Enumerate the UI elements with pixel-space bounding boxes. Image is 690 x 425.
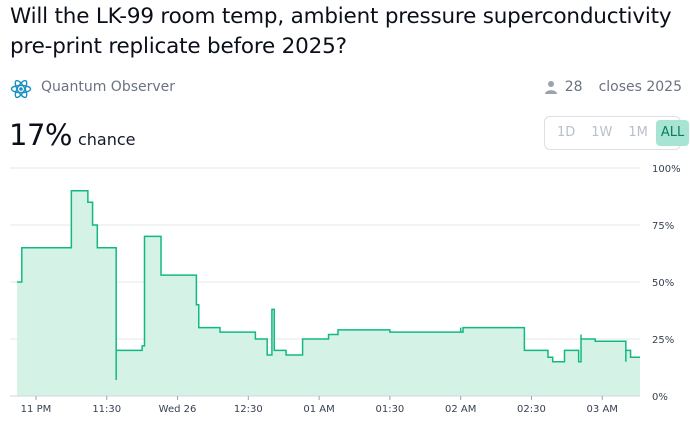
creator-name[interactable]: Quantum Observer xyxy=(41,79,176,95)
user-icon xyxy=(544,81,557,94)
x-tick-label: 11:30 xyxy=(92,404,121,415)
atom-icon[interactable] xyxy=(10,78,32,100)
range-1w-button[interactable]: 1W xyxy=(591,125,613,140)
range-1d-button[interactable]: 1D xyxy=(557,125,576,140)
market-stats: 28 closes 2025 xyxy=(544,79,682,95)
x-tick-label: 11 PM xyxy=(21,404,52,415)
close-date: closes 2025 xyxy=(598,79,682,95)
range-1m-button[interactable]: 1M xyxy=(628,125,648,140)
time-range-selector: 1D 1W 1M ALL xyxy=(544,116,690,150)
y-tick-label: 0% xyxy=(652,392,668,403)
x-tick-label: 02:30 xyxy=(517,404,546,415)
probability-value: 17% xyxy=(9,118,72,152)
market-meta: Quantum Observer 28 closes 2025 xyxy=(10,78,682,100)
x-tick-label: 01 AM xyxy=(303,404,334,415)
probability-chart[interactable]: 100% 75% 50% 25% 0% 11 PM 11:30 Wed 26 12:30 01 … xyxy=(0,160,690,425)
y-tick-label: 50% xyxy=(652,278,674,289)
probability-display: 17% chance xyxy=(9,118,136,152)
market-title: Will the LK-99 room temp, ambient pressu… xyxy=(10,4,672,59)
y-tick-label: 100% xyxy=(652,164,681,175)
x-axis: 11 PM 11:30 Wed 26 12:30 01 AM 01:30 02 AM 02:3… xyxy=(10,395,640,415)
probability-label: chance xyxy=(77,130,136,149)
series-area xyxy=(17,190,640,396)
x-tick-label: 02 AM xyxy=(445,404,476,415)
traders-count: 28 xyxy=(564,79,583,95)
x-tick-label: Wed 26 xyxy=(159,404,197,415)
y-axis: 100% 75% 50% 25% 0% xyxy=(652,164,681,403)
range-all-button[interactable]: ALL xyxy=(655,120,690,146)
chart-area xyxy=(17,190,640,396)
y-tick-label: 25% xyxy=(652,335,674,346)
x-tick-label: 12:30 xyxy=(234,404,263,415)
x-tick-label: 03 AM xyxy=(587,404,618,415)
y-tick-label: 75% xyxy=(652,221,674,232)
series-line xyxy=(17,190,640,381)
x-tick-label: 01:30 xyxy=(375,404,404,415)
